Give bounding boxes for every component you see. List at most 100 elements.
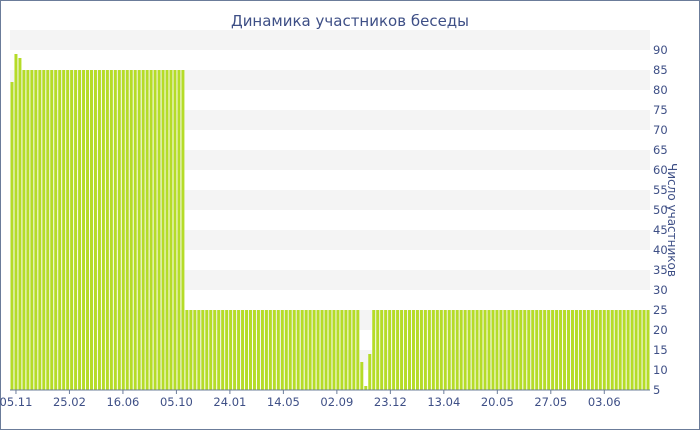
bar	[157, 70, 161, 390]
y-tick-label: 10	[653, 363, 668, 377]
bar	[288, 310, 292, 390]
bar	[586, 310, 590, 390]
bar	[439, 310, 443, 390]
bar	[58, 70, 62, 390]
bar	[642, 310, 646, 390]
bar	[233, 310, 237, 390]
bar	[185, 310, 189, 390]
bar	[376, 310, 380, 390]
bar	[364, 386, 368, 390]
bar	[66, 70, 70, 390]
bar	[519, 310, 523, 390]
bar	[82, 70, 86, 390]
bar	[634, 310, 638, 390]
bar	[296, 310, 300, 390]
x-tick-label: 24.01	[213, 395, 246, 409]
bar	[260, 310, 264, 390]
bar	[602, 310, 606, 390]
bar	[280, 310, 284, 390]
bar	[70, 70, 74, 390]
bar	[443, 310, 447, 390]
bar	[86, 70, 90, 390]
bar	[173, 70, 177, 390]
bar	[133, 70, 137, 390]
bar	[221, 310, 225, 390]
y-tick-label: 40	[653, 243, 668, 257]
bar	[74, 70, 78, 390]
y-tick-label: 70	[653, 123, 668, 137]
bar	[141, 70, 145, 390]
bar	[129, 70, 133, 390]
bar	[225, 310, 229, 390]
bar	[117, 70, 121, 390]
bar	[646, 310, 650, 390]
bar	[495, 310, 499, 390]
bar	[427, 310, 431, 390]
bar	[511, 310, 515, 390]
bar	[610, 310, 614, 390]
bar	[622, 310, 626, 390]
y-tick-label: 85	[653, 63, 668, 77]
bar	[165, 70, 169, 390]
bar	[62, 70, 66, 390]
bar	[555, 310, 559, 390]
bar	[491, 310, 495, 390]
bar	[137, 70, 141, 390]
bar	[594, 310, 598, 390]
bar	[447, 310, 451, 390]
bar	[570, 310, 574, 390]
bar	[499, 310, 503, 390]
x-tick-label: 16.06	[106, 395, 139, 409]
y-axis-ticks: 5 10 15 20 25 30 35 40 45 50 55 60 65 70 75 80 85 90	[653, 43, 668, 397]
bar	[90, 70, 93, 390]
bar	[256, 310, 260, 390]
bar	[101, 70, 105, 390]
bar	[614, 310, 618, 390]
bar	[78, 70, 82, 390]
bar	[38, 70, 42, 390]
bar	[14, 54, 18, 390]
y-tick-label: 50	[653, 203, 668, 217]
bar	[304, 310, 308, 390]
bar	[181, 70, 185, 390]
bar	[121, 70, 125, 390]
bar	[487, 310, 491, 390]
bar	[638, 310, 642, 390]
bar	[237, 310, 241, 390]
bar	[153, 70, 157, 390]
bar	[193, 310, 197, 390]
bar	[503, 310, 507, 390]
bar	[384, 310, 388, 390]
bar	[475, 310, 479, 390]
bar	[229, 310, 233, 390]
bar	[205, 310, 209, 390]
bar	[328, 310, 332, 390]
bar	[30, 70, 34, 390]
bar	[320, 310, 324, 390]
bar	[197, 310, 201, 390]
bar	[543, 310, 547, 390]
bar	[356, 310, 360, 390]
bar	[388, 310, 392, 390]
y-tick-label: 15	[653, 343, 668, 357]
bar	[54, 70, 58, 390]
bar	[209, 310, 213, 390]
bar	[308, 310, 312, 390]
bar	[252, 310, 256, 390]
grid-band	[10, 30, 650, 50]
bar	[408, 310, 411, 390]
bar	[213, 310, 217, 390]
bar	[300, 310, 304, 390]
y-tick-label: 5	[653, 383, 660, 397]
bar	[149, 70, 153, 390]
bar	[284, 310, 288, 390]
bar	[630, 310, 634, 390]
bar	[459, 310, 463, 390]
bar	[332, 310, 336, 390]
bar	[169, 70, 173, 390]
x-tick-label: 14.05	[267, 395, 300, 409]
bar	[423, 310, 427, 390]
y-tick-label: 25	[653, 303, 668, 317]
bar	[483, 310, 487, 390]
